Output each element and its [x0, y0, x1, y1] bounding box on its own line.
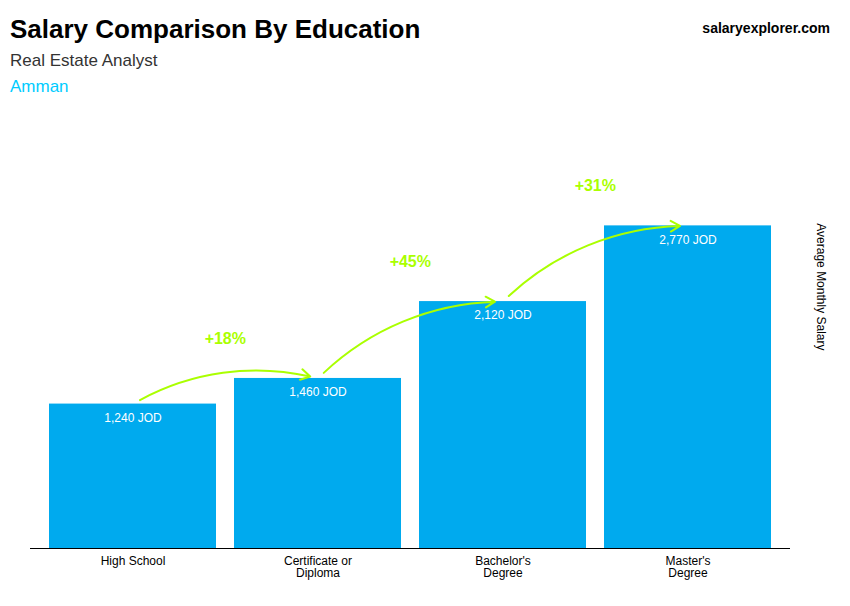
svg-text:+31%: +31%: [575, 177, 616, 194]
svg-text:Bachelor'sDegree: Bachelor'sDegree: [475, 554, 531, 580]
svg-text:1,460 JOD: 1,460 JOD: [289, 385, 347, 399]
html-text:Real Estate Analyst: Real Estate Analyst: [10, 51, 158, 70]
svg-text:1,240 JOD: 1,240 JOD: [104, 411, 162, 425]
svg-text:Master'sDegree: Master'sDegree: [666, 554, 711, 580]
svg-text:2,120 JOD: 2,120 JOD: [474, 308, 532, 322]
html-text:Salary Comparison By Education: Salary Comparison By Education: [10, 14, 421, 44]
svg-text:High School: High School: [101, 554, 166, 568]
html-text:salaryexplorer.com: salaryexplorer.com: [702, 20, 830, 36]
svg-text:+18%: +18%: [205, 330, 246, 347]
svg-text:Average Monthly Salary: Average Monthly Salary: [814, 223, 828, 350]
html-text:Amman: Amman: [10, 77, 69, 96]
svg-text:2,770 JOD: 2,770 JOD: [659, 233, 717, 247]
svg-text:Certificate orDiploma: Certificate orDiploma: [284, 554, 352, 580]
svg-text:+45%: +45%: [390, 253, 431, 270]
